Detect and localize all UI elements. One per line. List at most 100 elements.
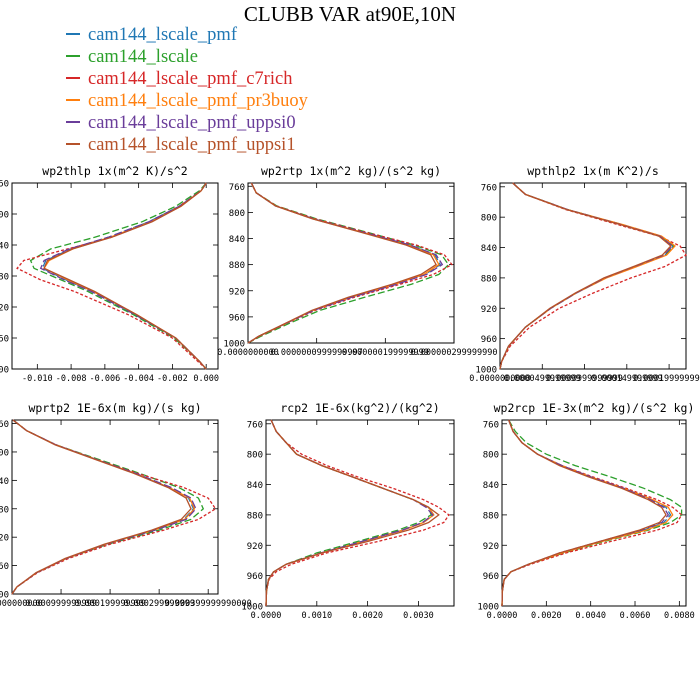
x-tick-label: -0.004 bbox=[123, 374, 154, 384]
panel-title: rcp2 1E-6x(kg^2)/(kg^2) bbox=[280, 401, 439, 415]
panel-title: wpthlp2 1x(m K^2)/s bbox=[527, 164, 659, 178]
x-tick-label: 0.000000199999999 bbox=[342, 348, 429, 358]
x-tick-label: 0.0000000000 bbox=[469, 374, 530, 384]
y-tick-label: 760 bbox=[0, 420, 9, 430]
series-line bbox=[43, 182, 207, 370]
series-line bbox=[11, 419, 205, 595]
series-line bbox=[39, 182, 207, 370]
y-tick-label: 760 bbox=[229, 183, 245, 193]
x-tick-label: -0.010 bbox=[22, 374, 53, 384]
panel-title: wp2rcp 1E-3x(m^2 kg)/(s^2 kg) bbox=[494, 401, 695, 415]
series-line bbox=[499, 182, 675, 370]
legend-item: cam144_lscale_pmf_uppsi1 bbox=[66, 134, 308, 156]
legend-swatch bbox=[66, 33, 80, 36]
x-tick-label: 0.0010 bbox=[301, 611, 332, 621]
x-tick-label: 0.0020 bbox=[531, 611, 562, 621]
y-tick-label: 880 bbox=[0, 505, 9, 515]
y-tick-label: 1000 bbox=[223, 340, 245, 350]
series-line bbox=[247, 182, 437, 344]
x-tick-label: -0.006 bbox=[90, 374, 121, 384]
y-tick-label: 880 bbox=[247, 511, 263, 521]
y-tick-label: 1000 bbox=[0, 591, 9, 601]
x-tick-label: 0.0000 bbox=[487, 611, 518, 621]
x-tick-label: 0.0000499999999 bbox=[504, 374, 581, 384]
x-tick-label: 0.000399999990000 bbox=[165, 599, 252, 609]
legend: cam144_lscale_pmf cam144_lscale cam144_l… bbox=[66, 24, 308, 156]
series-line bbox=[11, 419, 197, 595]
series-line bbox=[265, 419, 450, 607]
x-tick-label: -0.002 bbox=[157, 374, 188, 384]
x-tick-label: 0.000149999999 bbox=[591, 374, 663, 384]
x-tick-label: 0.0000000000 bbox=[0, 599, 43, 609]
series-line bbox=[41, 182, 207, 370]
series-line bbox=[501, 419, 674, 607]
y-tick-label: 880 bbox=[0, 273, 9, 283]
series-line bbox=[501, 419, 672, 607]
plot-frame bbox=[11, 182, 219, 370]
series-line bbox=[247, 182, 442, 344]
x-tick-label: 0.000999999999 bbox=[25, 599, 97, 609]
y-tick-label: 920 bbox=[481, 305, 497, 315]
series-line bbox=[265, 419, 440, 607]
y-tick-label: 840 bbox=[0, 242, 9, 252]
legend-label: cam144_lscale_pmf_pr3buoy bbox=[88, 91, 308, 111]
y-tick-label: 920 bbox=[229, 287, 245, 297]
y-tick-label: 800 bbox=[0, 448, 9, 458]
y-tick-label: 1000 bbox=[475, 366, 497, 376]
y-tick-label: 920 bbox=[0, 534, 9, 544]
series-line bbox=[501, 419, 670, 607]
x-tick-label: 0.0020 bbox=[352, 611, 383, 621]
legend-swatch bbox=[66, 77, 80, 80]
y-tick-label: 840 bbox=[0, 477, 9, 487]
series-line bbox=[499, 182, 674, 370]
legend-item: cam144_lscale_pmf_uppsi0 bbox=[66, 112, 308, 134]
x-tick-label: 0.000199999999 bbox=[633, 374, 700, 384]
legend-item: cam144_lscale_pmf bbox=[66, 24, 308, 46]
y-tick-label: 1000 bbox=[0, 366, 9, 376]
y-tick-label: 880 bbox=[483, 511, 499, 521]
y-tick-label: 800 bbox=[481, 214, 497, 224]
y-tick-label: 760 bbox=[247, 420, 263, 430]
y-tick-label: 760 bbox=[483, 420, 499, 430]
legend-item: cam144_lscale bbox=[66, 46, 308, 68]
y-tick-label: 1000 bbox=[477, 603, 499, 613]
figure-title: CLUBB VAR at90E,10N bbox=[243, 2, 457, 26]
x-tick-label: 0.0080 bbox=[664, 611, 695, 621]
x-tick-label: 0.0000000000 bbox=[217, 348, 278, 358]
y-tick-label: 960 bbox=[481, 335, 497, 345]
series-line bbox=[499, 182, 687, 370]
y-tick-label: 1000 bbox=[241, 603, 263, 613]
x-tick-label: 0.0000000999999997 bbox=[271, 348, 363, 358]
chart-panel: wpthlp2 1x(m K^2)/s 760 800 840 880 920 960 100… bbox=[469, 164, 700, 384]
series-line bbox=[247, 182, 440, 344]
legend-item: cam144_lscale_pmf_pr3buoy bbox=[66, 90, 308, 112]
legend-swatch bbox=[66, 121, 80, 124]
x-tick-label: -0.008 bbox=[56, 374, 87, 384]
y-tick-label: 960 bbox=[483, 572, 499, 582]
x-tick-label: 0.0060 bbox=[620, 611, 651, 621]
y-tick-label: 800 bbox=[0, 211, 9, 221]
y-tick-label: 920 bbox=[247, 542, 263, 552]
series-line bbox=[11, 419, 196, 595]
x-tick-label: 0.0040 bbox=[575, 611, 606, 621]
x-tick-label: 0.000199999999 bbox=[74, 599, 146, 609]
chart-panel: wp2rcp 1E-3x(m^2 kg)/(s^2 kg) 760 800 840 88… bbox=[477, 401, 694, 621]
y-tick-label: 840 bbox=[229, 235, 245, 245]
series-line bbox=[501, 419, 667, 607]
y-tick-label: 960 bbox=[247, 572, 263, 582]
chart-panel: wp2thlp 1x(m^2 K)/s^2 760 800 840 880 920 960 1… bbox=[0, 164, 219, 384]
plot-frame bbox=[265, 419, 455, 607]
y-tick-label: 960 bbox=[0, 562, 9, 572]
y-tick-label: 760 bbox=[481, 183, 497, 193]
y-tick-label: 920 bbox=[0, 304, 9, 314]
legend-label: cam144_lscale bbox=[88, 47, 198, 67]
y-tick-label: 800 bbox=[247, 451, 263, 461]
legend-label: cam144_lscale_pmf_uppsi0 bbox=[88, 113, 296, 133]
legend-swatch bbox=[66, 99, 80, 102]
series-line bbox=[29, 182, 207, 370]
panel-title: wp2rtp 1x(m^2 kg)/(s^2 kg) bbox=[261, 164, 441, 178]
x-tick-label: 0.0000 bbox=[251, 611, 282, 621]
series-line bbox=[499, 182, 672, 370]
legend-item: cam144_lscale_pmf_c7rich bbox=[66, 68, 308, 90]
